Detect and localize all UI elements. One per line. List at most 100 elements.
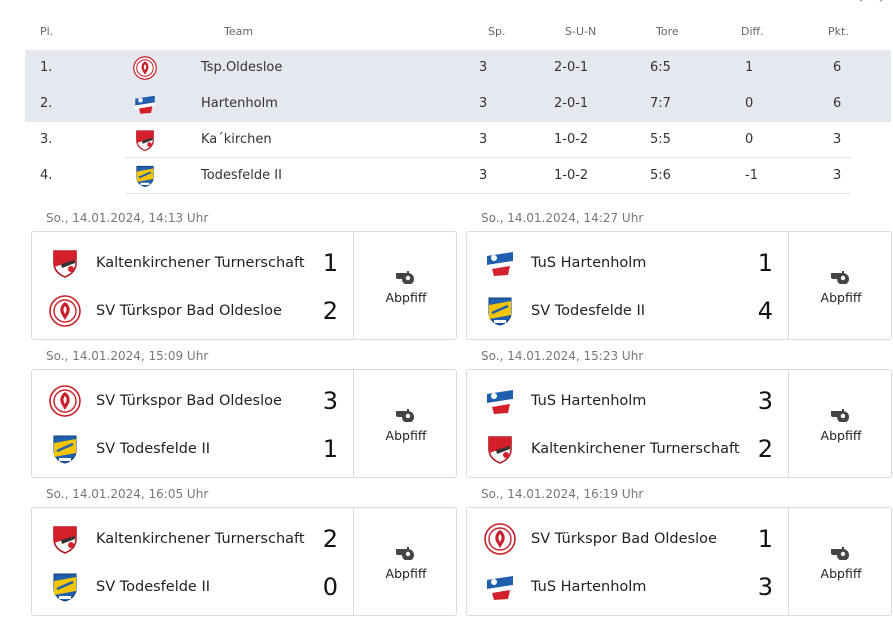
divider bbox=[353, 508, 354, 615]
team-name[interactable]: Tsp.Oldesloe bbox=[201, 60, 283, 75]
goal-difference: 0 bbox=[745, 132, 754, 147]
match-date: So., 14.01.2024, 14:13 Uhr bbox=[46, 211, 209, 225]
divider bbox=[788, 232, 789, 339]
away-team-line[interactable]: TuS Hartenholm 3 bbox=[467, 565, 787, 609]
points: 3 bbox=[833, 168, 842, 183]
home-team-line[interactable]: TuS Hartenholm 3 bbox=[467, 379, 787, 423]
win-draw-loss: 1-0-2 bbox=[554, 132, 589, 147]
match-status[interactable]: Abpfiff bbox=[354, 370, 458, 477]
away-score: 4 bbox=[757, 297, 773, 325]
away-score: 0 bbox=[322, 573, 338, 601]
divider bbox=[788, 370, 789, 477]
away-team-line[interactable]: SV Todesfelde II 4 bbox=[467, 289, 787, 333]
match-status[interactable]: Abpfiff bbox=[789, 370, 893, 477]
header-pkt: Pkt. bbox=[828, 25, 849, 38]
away-team-name[interactable]: SV Türkspor Bad Oldesloe bbox=[96, 303, 282, 319]
away-team-name[interactable]: SV Todesfelde II bbox=[96, 441, 211, 457]
away-team-line[interactable]: SV Türkspor Bad Oldesloe 2 bbox=[32, 289, 352, 333]
whistle-icon bbox=[395, 270, 415, 284]
whistle-icon bbox=[395, 546, 415, 560]
divider bbox=[353, 370, 354, 477]
hartenholm-crest-icon bbox=[484, 247, 516, 279]
status-label: Abpfiff bbox=[820, 290, 862, 305]
tuerkspor-crest-icon bbox=[49, 385, 81, 417]
chevron-icons bbox=[859, 0, 883, 3]
goals: 6:5 bbox=[650, 60, 671, 75]
hartenholm-crest-icon bbox=[133, 92, 157, 116]
away-team-name[interactable]: SV Todesfelde II bbox=[531, 303, 646, 319]
goals: 5:6 bbox=[650, 168, 671, 183]
away-team-line[interactable]: Kaltenkirchener Turnerschaft 2 bbox=[467, 427, 787, 471]
home-team-name[interactable]: SV Türkspor Bad Oldesloe bbox=[96, 393, 282, 409]
home-team-line[interactable]: Kaltenkirchener Turnerschaft 2 bbox=[32, 517, 352, 561]
games-played: 3 bbox=[479, 168, 488, 183]
kaltenkirchen-crest-icon bbox=[484, 433, 516, 465]
rank: 2. bbox=[40, 96, 53, 111]
match-card-body[interactable]: SV Türkspor Bad Oldesloe 3 SV Todesfelde… bbox=[31, 369, 457, 478]
match-status[interactable]: Abpfiff bbox=[354, 232, 458, 339]
goal-difference: 1 bbox=[745, 60, 754, 75]
home-team-line[interactable]: SV Türkspor Bad Oldesloe 3 bbox=[32, 379, 352, 423]
goals: 5:5 bbox=[650, 132, 671, 147]
away-team-name[interactable]: SV Todesfelde II bbox=[96, 579, 211, 595]
match-date: So., 14.01.2024, 16:19 Uhr bbox=[481, 487, 644, 501]
match-card-body[interactable]: Kaltenkirchener Turnerschaft 2 SV Todesf… bbox=[31, 507, 457, 616]
home-score: 1 bbox=[757, 249, 773, 277]
home-score: 1 bbox=[322, 249, 338, 277]
home-team-line[interactable]: Kaltenkirchener Turnerschaft 1 bbox=[32, 241, 352, 285]
home-team-name[interactable]: Kaltenkirchener Turnerschaft bbox=[96, 255, 305, 271]
kaltenkirchen-crest-icon bbox=[49, 247, 81, 279]
todesfelde-crest-icon bbox=[49, 433, 81, 465]
status-label: Abpfiff bbox=[820, 428, 862, 443]
rank: 4. bbox=[40, 168, 53, 183]
match-status[interactable]: Abpfiff bbox=[354, 508, 458, 615]
match-status[interactable]: Abpfiff bbox=[789, 232, 893, 339]
team-name[interactable]: Hartenholm bbox=[201, 96, 278, 111]
standings-row[interactable]: 4. Todesfelde II 3 1-0-2 5:6 -1 3 bbox=[25, 158, 891, 194]
home-team-line[interactable]: SV Türkspor Bad Oldesloe 1 bbox=[467, 517, 787, 561]
team-name[interactable]: Todesfelde II bbox=[201, 168, 282, 183]
away-team-line[interactable]: SV Todesfelde II 0 bbox=[32, 565, 352, 609]
kaltenkirchen-crest-icon bbox=[133, 128, 157, 152]
away-score: 1 bbox=[322, 435, 338, 463]
away-team-name[interactable]: TuS Hartenholm bbox=[531, 579, 647, 595]
away-team-name[interactable]: Kaltenkirchener Turnerschaft bbox=[531, 441, 740, 457]
away-score: 3 bbox=[757, 573, 773, 601]
header-sun: S-U-N bbox=[565, 25, 597, 38]
header-team: Team bbox=[224, 25, 254, 38]
rank: 1. bbox=[40, 60, 53, 75]
hartenholm-crest-icon bbox=[484, 571, 516, 603]
home-score: 2 bbox=[322, 525, 338, 553]
home-team-name[interactable]: Kaltenkirchener Turnerschaft bbox=[96, 531, 305, 547]
match-card-body[interactable]: SV Türkspor Bad Oldesloe 1 TuS Hartenhol… bbox=[466, 507, 892, 616]
header-diff: Diff. bbox=[741, 25, 764, 38]
home-team-name[interactable]: SV Türkspor Bad Oldesloe bbox=[531, 531, 717, 547]
goals: 7:7 bbox=[650, 96, 671, 111]
divider bbox=[788, 508, 789, 615]
match-date: So., 14.01.2024, 15:23 Uhr bbox=[481, 349, 644, 363]
whistle-icon bbox=[830, 270, 850, 284]
home-team-line[interactable]: TuS Hartenholm 1 bbox=[467, 241, 787, 285]
away-score: 2 bbox=[322, 297, 338, 325]
home-team-name[interactable]: TuS Hartenholm bbox=[531, 255, 647, 271]
header-sp: Sp. bbox=[488, 25, 506, 38]
team-name[interactable]: Ka´kirchen bbox=[201, 132, 272, 147]
home-team-name[interactable]: TuS Hartenholm bbox=[531, 393, 647, 409]
standings-row[interactable]: 2. Hartenholm 3 2-0-1 7:7 0 6 bbox=[25, 86, 891, 122]
standings-row[interactable]: 3. Ka´kirchen 3 1-0-2 5:5 0 3 bbox=[25, 122, 891, 158]
match-card-body[interactable]: Kaltenkirchener Turnerschaft 1 SV Türksp… bbox=[31, 231, 457, 340]
header-tore: Tore bbox=[656, 25, 679, 38]
match-card-body[interactable]: TuS Hartenholm 3 Kaltenkirchener Turners… bbox=[466, 369, 892, 478]
home-score: 1 bbox=[757, 525, 773, 553]
tuerkspor-crest-icon bbox=[133, 56, 157, 80]
status-label: Abpfiff bbox=[385, 566, 427, 581]
match-date: So., 14.01.2024, 15:09 Uhr bbox=[46, 349, 209, 363]
match-status[interactable]: Abpfiff bbox=[789, 508, 893, 615]
match-card-body[interactable]: TuS Hartenholm 1 SV Todesfelde II 4 Abpf… bbox=[466, 231, 892, 340]
standings-row[interactable]: 1. Tsp.Oldesloe 3 2-0-1 6:5 1 6 bbox=[25, 50, 891, 86]
status-label: Abpfiff bbox=[385, 428, 427, 443]
home-score: 3 bbox=[757, 387, 773, 415]
away-team-line[interactable]: SV Todesfelde II 1 bbox=[32, 427, 352, 471]
status-label: Abpfiff bbox=[820, 566, 862, 581]
win-draw-loss: 1-0-2 bbox=[554, 168, 589, 183]
